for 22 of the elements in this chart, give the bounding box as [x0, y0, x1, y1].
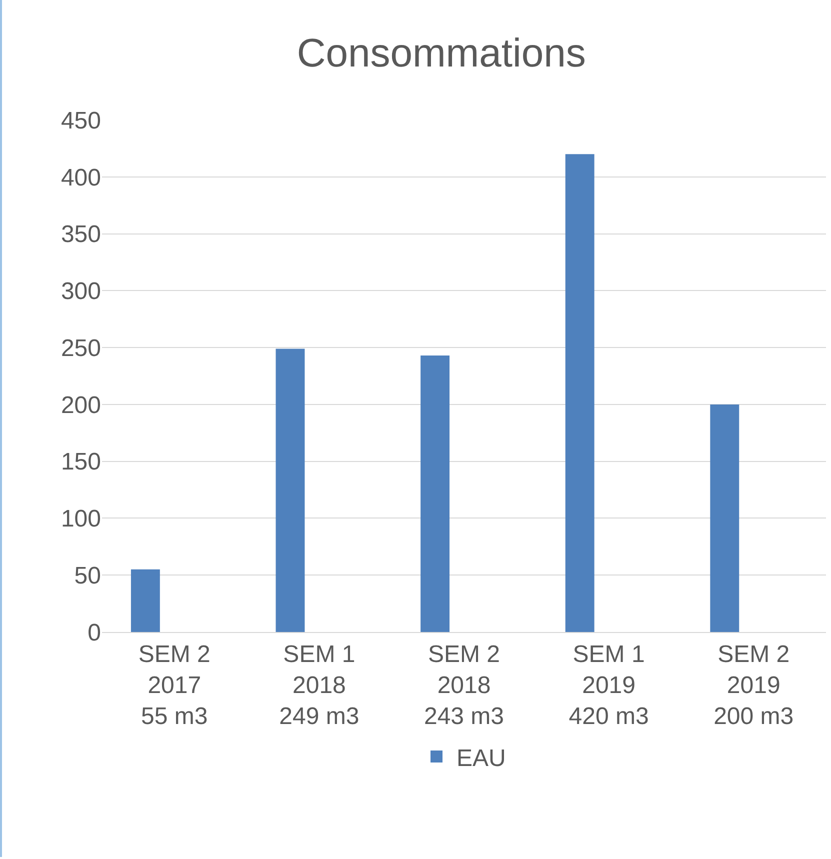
- x-tick-label: SEM 2 2018 243 m3: [424, 640, 504, 730]
- y-tick-label: 300: [60, 278, 101, 306]
- legend-label: EAU: [456, 744, 506, 772]
- y-tick-label: 350: [60, 221, 101, 248]
- x-tick-label: SEM 2 2019 200 m3: [714, 640, 794, 730]
- y-tick-label: 150: [60, 448, 101, 476]
- bar: [276, 348, 305, 632]
- x-tick-label: SEM 2 2017 55 m3: [138, 640, 210, 730]
- chart-title: Consommations: [296, 32, 586, 76]
- bar: [130, 569, 160, 632]
- bar: [710, 404, 740, 632]
- x-tick-label: SEM 1 2019 420 m3: [568, 640, 649, 730]
- y-tick-label: 100: [60, 506, 101, 533]
- y-tick-label: 200: [60, 392, 101, 419]
- y-tick-label: 450: [60, 107, 101, 134]
- bar: [420, 356, 450, 632]
- y-tick-label: 250: [60, 334, 101, 362]
- y-tick-label: 0: [88, 619, 101, 646]
- y-tick-label: 50: [74, 562, 101, 590]
- bar: [565, 154, 594, 632]
- x-tick-label: SEM 1 2018 249 m3: [279, 640, 360, 730]
- y-tick-label: 400: [60, 164, 101, 192]
